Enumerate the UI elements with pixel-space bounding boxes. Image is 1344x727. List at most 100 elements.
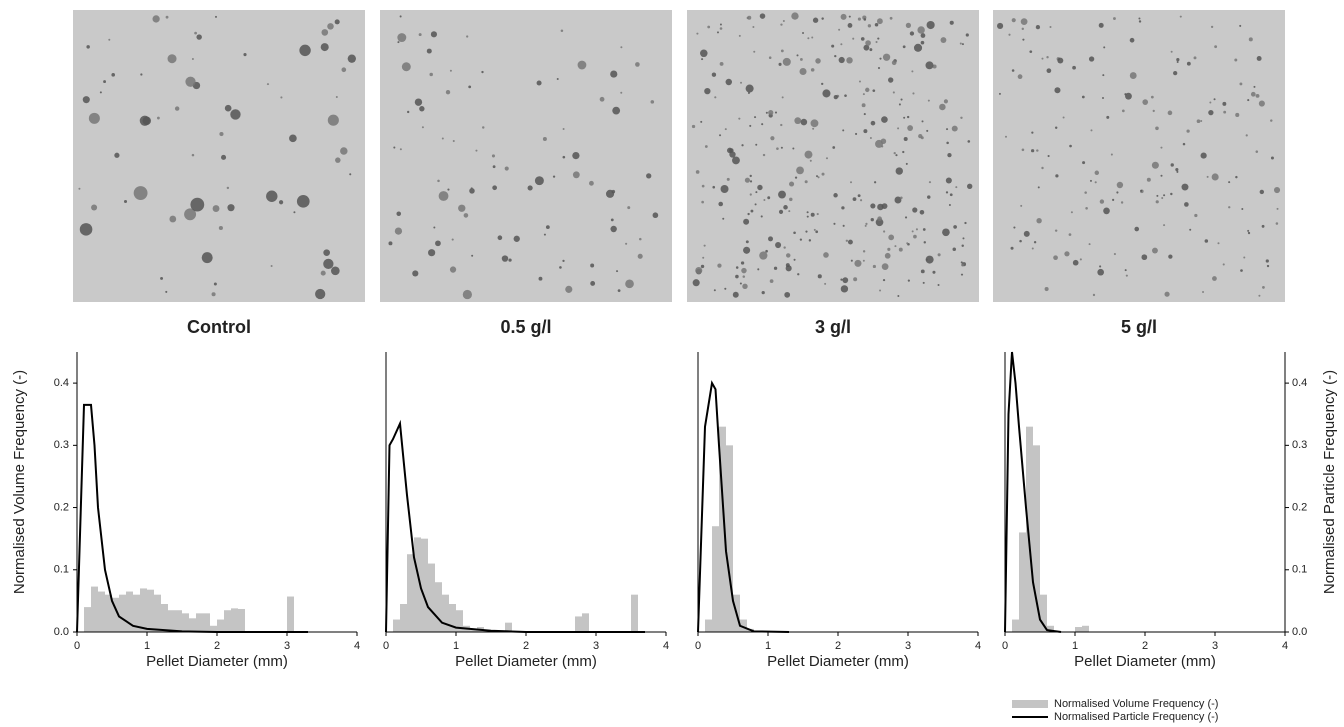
pellet <box>1261 224 1265 228</box>
pellet <box>692 279 700 287</box>
pellet <box>1081 95 1085 99</box>
pellet <box>840 285 849 293</box>
pellet <box>1228 181 1231 184</box>
pellet <box>504 166 509 171</box>
pellet <box>1258 294 1261 297</box>
pellet <box>1256 56 1262 61</box>
pellet <box>1068 233 1072 236</box>
volume-bar <box>407 554 414 632</box>
pellet <box>838 56 845 64</box>
pellet <box>1054 126 1058 129</box>
pellet <box>1125 274 1128 277</box>
pellet <box>696 32 699 35</box>
volume-bar <box>182 613 189 632</box>
pellet <box>747 15 752 20</box>
pellet <box>82 96 90 104</box>
pellet <box>784 291 791 298</box>
pellet <box>1041 166 1044 170</box>
pellet <box>937 283 940 287</box>
pellet <box>946 141 949 145</box>
pellet <box>133 186 148 200</box>
pellet <box>1011 69 1015 72</box>
pellet <box>1170 163 1174 167</box>
pellet <box>961 244 964 248</box>
pellet <box>879 57 882 60</box>
pellet <box>897 127 900 130</box>
pellet <box>1023 230 1030 237</box>
micrograph <box>993 10 1285 302</box>
pellet <box>103 80 106 84</box>
pellet <box>744 177 751 183</box>
pellet <box>88 112 100 124</box>
pellet <box>430 31 438 38</box>
pellet <box>799 67 807 76</box>
pellet <box>809 159 812 162</box>
pellet <box>953 225 957 229</box>
pellet <box>724 287 727 290</box>
pellet <box>891 60 897 66</box>
pellet <box>832 146 836 149</box>
pellet <box>900 196 903 200</box>
volume-bar <box>105 594 112 632</box>
pellet <box>960 261 963 264</box>
pellet <box>1181 183 1189 191</box>
volume-bar <box>238 608 245 632</box>
pellet <box>475 149 478 152</box>
pellet <box>1204 239 1209 243</box>
pellet <box>1213 98 1216 101</box>
pellet <box>1167 110 1173 116</box>
pellet <box>850 181 853 184</box>
pellet <box>501 255 509 262</box>
pellet <box>881 263 889 270</box>
volume-bar <box>210 625 217 632</box>
pellet <box>716 31 719 34</box>
pellet <box>926 129 929 132</box>
pellet <box>874 23 879 27</box>
pellet <box>1214 45 1218 49</box>
pellet <box>897 294 900 297</box>
pellet <box>937 253 941 257</box>
pellet <box>755 143 758 146</box>
pellet <box>1212 276 1217 281</box>
pellet <box>466 35 469 38</box>
pellet <box>888 77 894 83</box>
pellet <box>560 29 564 33</box>
pellet <box>1155 200 1159 204</box>
pellet <box>1084 191 1087 194</box>
pellet <box>1151 161 1159 169</box>
pellet <box>320 270 326 276</box>
pellet <box>742 275 746 278</box>
pellet <box>620 46 623 49</box>
pellet <box>1129 72 1137 79</box>
pellet <box>813 228 816 231</box>
pellet <box>799 238 803 241</box>
pellet <box>323 258 334 270</box>
pellet <box>577 60 587 70</box>
pellet <box>755 191 758 194</box>
y2-tick-label: 0.1 <box>1292 564 1307 576</box>
pellet <box>859 199 863 202</box>
pellet <box>293 211 296 214</box>
pellet <box>562 155 566 159</box>
pellet <box>806 211 809 214</box>
pellet <box>1062 116 1065 119</box>
volume-bar <box>393 619 400 632</box>
pellet <box>469 188 475 194</box>
pellet <box>778 62 782 66</box>
x-tick-label: 2 <box>523 640 529 652</box>
pellet <box>948 203 951 207</box>
pellet <box>881 116 888 123</box>
pellet <box>452 140 455 143</box>
pellet <box>1106 115 1110 119</box>
pellet <box>754 203 757 206</box>
pellet <box>340 147 348 155</box>
pellet <box>394 227 403 235</box>
pellet <box>612 106 621 115</box>
pellet <box>943 99 948 104</box>
volume-bar <box>575 616 582 632</box>
pellet <box>418 33 422 37</box>
pellet <box>1210 25 1214 29</box>
legend-swatch <box>1012 700 1048 708</box>
pellet <box>184 208 197 221</box>
